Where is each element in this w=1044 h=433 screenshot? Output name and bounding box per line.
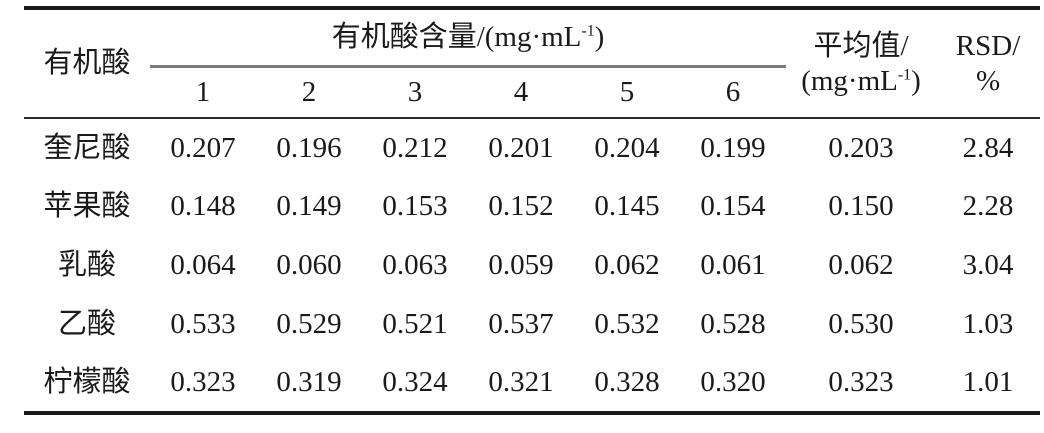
- average-header-exponent: -1: [897, 65, 912, 83]
- value-cell: 0.532: [594, 308, 660, 341]
- value-cell: 0.153: [382, 190, 448, 223]
- value-cell: 0.148: [170, 190, 236, 223]
- table-row-citric-acid: 柠檬酸 0.323 0.319 0.324 0.321 0.328 0.320 …: [24, 354, 1040, 413]
- col-header-acid: 有机酸: [24, 8, 150, 119]
- average-header-line2: (mg·mL-1): [801, 64, 921, 97]
- acid-name-cell: 奎尼酸: [43, 131, 131, 164]
- acid-name-cell: 柠檬酸: [43, 366, 131, 399]
- value-cell: 0.537: [488, 308, 554, 341]
- acid-name-cell: 乙酸: [57, 308, 116, 341]
- value-cell: 0.149: [276, 190, 342, 223]
- value-cell: 0.328: [594, 366, 660, 399]
- table-row-malic-acid: 苹果酸 0.148 0.149 0.153 0.152 0.145 0.154 …: [24, 177, 1040, 236]
- sample-col-header-4: 4: [468, 66, 574, 119]
- value-cell: 0.145: [594, 190, 660, 223]
- value-cell: 0.059: [488, 249, 554, 282]
- value-cell: 0.528: [700, 308, 766, 341]
- value-cell: 0.201: [488, 131, 554, 164]
- average-cell: 0.323: [828, 366, 894, 399]
- acid-name-cell: 苹果酸: [43, 190, 131, 223]
- value-cell: 0.533: [170, 308, 236, 341]
- value-cell: 0.196: [276, 131, 342, 164]
- value-cell: 0.154: [700, 190, 766, 223]
- value-cell: 0.063: [382, 249, 448, 282]
- value-cell: 0.061: [700, 249, 766, 282]
- value-cell: 0.320: [700, 366, 766, 399]
- sample-col-header-1: 1: [150, 66, 256, 119]
- value-cell: 0.064: [170, 249, 236, 282]
- sample-col-header-2: 2: [256, 66, 362, 119]
- col-header-content-group: 有机酸含量/(mg·mL-1): [150, 8, 787, 68]
- content-group-exponent: -1: [581, 22, 595, 40]
- rsd-cell: 1.01: [962, 366, 1014, 399]
- value-cell: 0.321: [488, 366, 554, 399]
- rsd-cell: 3.04: [962, 249, 1014, 282]
- acid-name-cell: 乳酸: [57, 249, 116, 282]
- value-cell: 0.323: [170, 366, 236, 399]
- value-cell: 0.324: [382, 366, 448, 399]
- table-row-lactic-acid: 乳酸 0.064 0.060 0.063 0.059 0.062 0.061 0…: [24, 236, 1040, 295]
- value-cell: 0.521: [382, 308, 448, 341]
- rsd-cell: 2.28: [962, 190, 1014, 223]
- value-cell: 0.060: [276, 249, 342, 282]
- content-group-close: ): [594, 20, 605, 53]
- average-cell: 0.203: [828, 131, 894, 164]
- value-cell: 0.212: [382, 131, 448, 164]
- col-header-average: 平均值/ (mg·mL-1): [786, 8, 937, 119]
- value-cell: 0.152: [488, 190, 554, 223]
- value-cell: 0.319: [276, 366, 342, 399]
- rsd-cell: 1.03: [962, 308, 1014, 341]
- average-cell: 0.150: [828, 190, 894, 223]
- average-header-line1: 平均值/: [813, 30, 909, 63]
- value-cell: 0.204: [594, 131, 660, 164]
- table-row-quinic-acid: 奎尼酸 0.207 0.196 0.212 0.201 0.204 0.199 …: [24, 118, 1040, 177]
- content-group-label: 有机酸含量/(mg·mL: [331, 20, 582, 53]
- sample-col-header-5: 5: [574, 66, 680, 119]
- sample-col-header-6: 6: [680, 66, 787, 119]
- value-cell: 0.199: [700, 131, 766, 164]
- organic-acid-table: 有机酸 有机酸含量/(mg·mL-1) 平均值/ (mg·mL-1) RSD/ …: [24, 6, 1041, 415]
- rsd-header-line2: %: [975, 64, 1001, 97]
- col-header-rsd: RSD/ %: [936, 8, 1041, 119]
- sample-col-header-3: 3: [362, 66, 468, 119]
- table-row-acetic-acid: 乙酸 0.533 0.529 0.521 0.537 0.532 0.528 0…: [24, 295, 1040, 354]
- value-cell: 0.062: [594, 249, 660, 282]
- value-cell: 0.529: [276, 308, 342, 341]
- rsd-cell: 2.84: [962, 131, 1014, 164]
- rsd-header-line1: RSD/: [955, 30, 1021, 63]
- average-cell: 0.062: [828, 249, 894, 282]
- average-cell: 0.530: [828, 308, 894, 341]
- value-cell: 0.207: [170, 131, 236, 164]
